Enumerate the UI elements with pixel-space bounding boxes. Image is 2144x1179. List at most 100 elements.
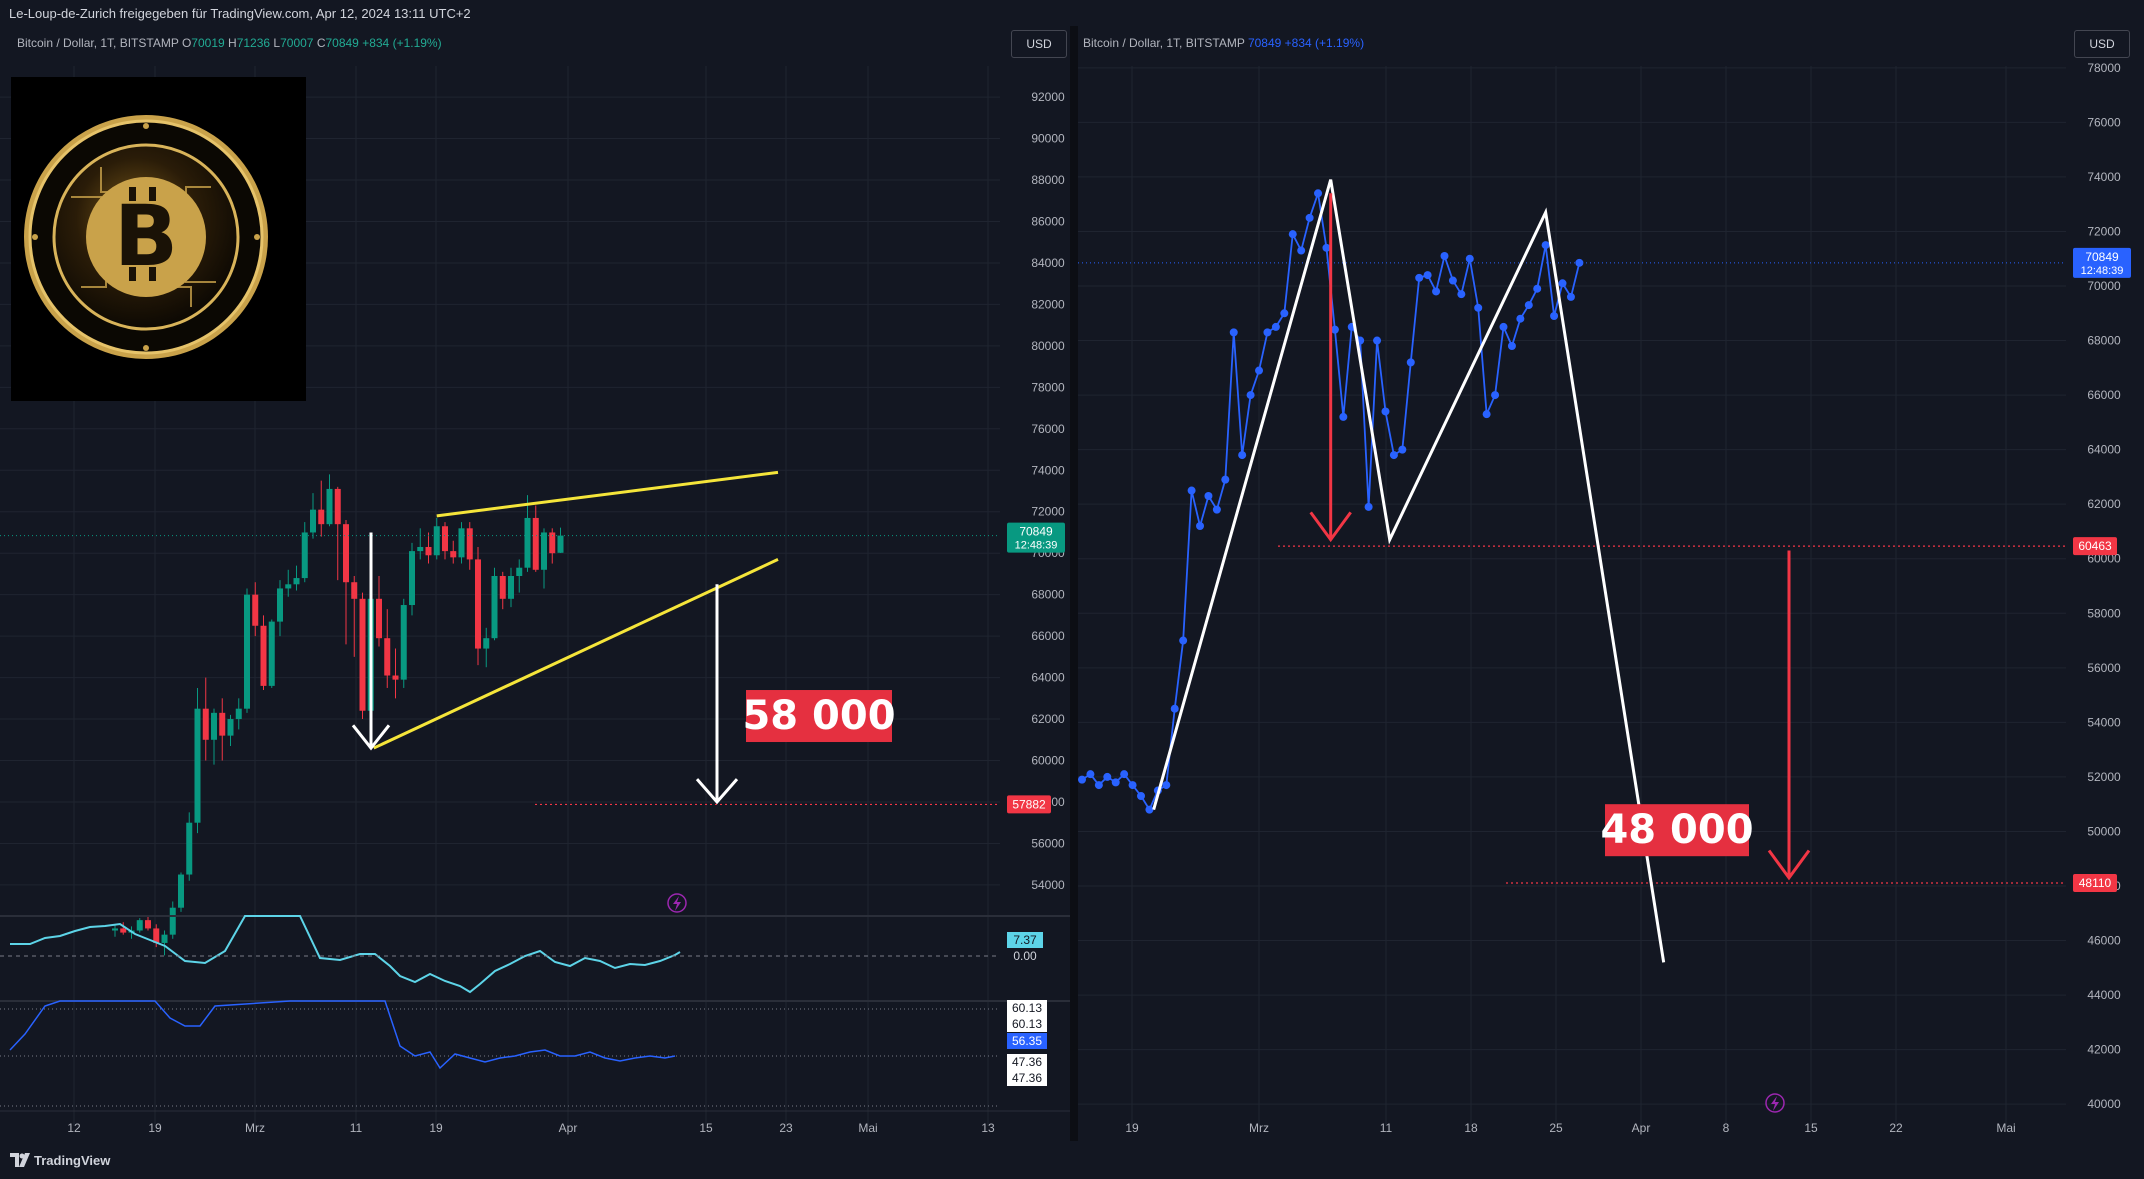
svg-text:B: B: [114, 187, 178, 285]
candle-body: [211, 712, 217, 740]
price-point: [1575, 258, 1584, 267]
price-tick-label: 82000: [1031, 297, 1065, 311]
height-arrow-head: [1309, 511, 1352, 543]
right-chart-canvas[interactable]: 78000 76000 74000 72000 70000 68000 66000 64000…: [1078, 26, 2144, 1141]
close-label: C: [316, 36, 326, 50]
wedge-upper-line: [436, 470, 779, 518]
current-price-label: 70849: [1019, 525, 1053, 539]
low-label: L: [273, 36, 281, 50]
neckline-price-badge: [2073, 537, 2117, 556]
candle-body: [326, 488, 333, 525]
price-point: [1314, 189, 1323, 198]
footer-bar: TradingView: [0, 1141, 2144, 1179]
price-tick-label: 64000: [2087, 443, 2121, 457]
double-top-pattern: [1152, 179, 1666, 963]
price-point: [1330, 325, 1339, 334]
left-chart-panel[interactable]: 92000 90000 88000 86000 84000 82000 80000 78000…: [0, 26, 1070, 1141]
price-tick-label: 78000: [2087, 61, 2121, 75]
candle-body: [194, 708, 201, 823]
time-tick-label: Mrz: [245, 1121, 265, 1135]
time-tick-label: 15: [1804, 1121, 1818, 1135]
annotation-box: [746, 690, 892, 743]
annotation-box: [1605, 804, 1749, 857]
rsi-value-label: 47.36: [1012, 1055, 1042, 1069]
price-point: [1415, 273, 1424, 282]
price-point: [1094, 781, 1103, 790]
rsi-value-label: 60.13: [1012, 1001, 1042, 1015]
price-point: [1507, 342, 1516, 350]
candle-body: [310, 509, 316, 533]
left-symbol: Bitcoin / Dollar, 1T, BITSTAMP: [17, 36, 179, 50]
panel-divider[interactable]: [1070, 26, 1078, 1141]
target-price-label: 57882: [1012, 797, 1046, 811]
price-tick-label: 86000: [1031, 214, 1065, 228]
price-tick-label: 70000: [2087, 279, 2121, 293]
price-tick-label: 74000: [2087, 170, 2121, 184]
rsi-value-badge: [1007, 1033, 1047, 1049]
price-point: [1170, 704, 1179, 713]
price-point: [1499, 322, 1508, 331]
rsi-value-badge: [1007, 1070, 1047, 1086]
lightning-icon: [1765, 1093, 1785, 1113]
price-tick-label: 40000: [2087, 1097, 2121, 1111]
target-arrow-head: [1767, 849, 1811, 881]
price-point: [1440, 252, 1449, 260]
oscillator-zero-label: 0.00: [1013, 949, 1037, 963]
price-point: [1457, 290, 1466, 299]
price-tick-label: 56000: [1031, 836, 1065, 850]
left-chart-canvas[interactable]: 92000 90000 88000 86000 84000 82000 80000 78000…: [0, 26, 1070, 1141]
footer-brand[interactable]: TradingView: [34, 1153, 111, 1168]
rsi-value-label: 56.35: [1012, 1034, 1042, 1048]
candle-body: [417, 546, 424, 552]
price-tick-label: 64000: [1031, 671, 1065, 685]
time-tick-label: Apr: [1632, 1121, 1651, 1135]
price-tick-label: 66000: [1031, 629, 1065, 643]
price-tick-label: 60000: [2087, 552, 2121, 566]
tradingview-logo-icon[interactable]: [10, 1153, 32, 1167]
candle-body: [491, 576, 498, 639]
annotation-text: 58 000: [742, 693, 895, 739]
price-point: [1516, 314, 1525, 323]
candle-body: [219, 712, 226, 736]
price-point: [1212, 505, 1221, 514]
time-tick-label: Apr: [559, 1121, 578, 1135]
price-point: [1128, 781, 1137, 790]
time-tick-label: 11: [350, 1121, 363, 1135]
time-tick-label: 23: [779, 1121, 793, 1135]
right-legend: Bitcoin / Dollar, 1T, BITSTAMP 70849 +83…: [1083, 36, 1364, 50]
price-tick-label: 54000: [1031, 878, 1065, 892]
candle-body: [532, 517, 539, 570]
price-tick-label: 72000: [2087, 224, 2121, 238]
time-tick-label: 11: [1380, 1121, 1393, 1135]
price-point: [1373, 336, 1382, 345]
right-chart-panel[interactable]: 78000 76000 74000 72000 70000 68000 66000 64000…: [1078, 26, 2144, 1141]
candle-body: [400, 605, 407, 680]
candle-body: [425, 546, 432, 556]
price-point: [1406, 358, 1415, 367]
lightning-glyph: [1771, 1096, 1779, 1111]
price-point: [1196, 522, 1205, 530]
right-currency-button[interactable]: USD: [2074, 30, 2130, 58]
price-point: [1550, 312, 1559, 320]
price-point: [1086, 770, 1095, 779]
lightning-icon: [667, 893, 687, 913]
lightning-glyph: [673, 896, 681, 911]
price-tick-label: 60000: [1031, 754, 1065, 768]
price-tick-label: 52000: [2087, 770, 2121, 784]
time-tick-label: 22: [1889, 1121, 1903, 1135]
price-tick-label: 92000: [1031, 90, 1065, 104]
candle-body: [442, 526, 448, 552]
candle-body: [252, 594, 259, 626]
price-tick-label: 62000: [2087, 497, 2121, 511]
right-symbol: Bitcoin / Dollar, 1T, BITSTAMP: [1083, 36, 1245, 50]
time-tick-label: 15: [699, 1121, 713, 1135]
time-tick-label: 8: [1723, 1121, 1730, 1135]
price-point: [1162, 781, 1171, 790]
price-point: [1491, 391, 1500, 400]
price-point: [1423, 271, 1432, 280]
price-tick-label: 78000: [1031, 380, 1065, 394]
close-value: 70849: [325, 36, 359, 50]
time-tick-label: Mrz: [1249, 1121, 1269, 1135]
candle-body: [120, 928, 127, 933]
left-currency-button[interactable]: USD: [1011, 30, 1067, 58]
